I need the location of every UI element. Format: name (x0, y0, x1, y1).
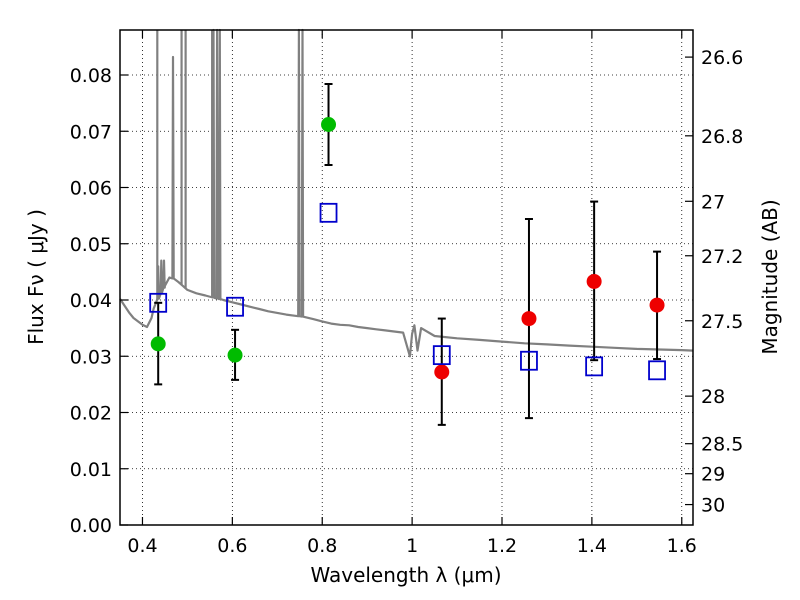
y2-tick-label: 28.5 (701, 434, 743, 456)
data-point (586, 273, 602, 289)
data-point (227, 347, 243, 363)
y2-axis-label: Magnitude (AB) (758, 199, 782, 354)
plot-frame (119, 29, 694, 526)
x-tick-label: 0.8 (307, 535, 337, 557)
y2-tick-label: 26.6 (701, 47, 743, 69)
axis-ticks: 0.4 0.6 0.8 1 1.2 1.4 1.6 0.00 0.01 0.02 0.03 0.04 0… (70, 30, 743, 557)
data-point (321, 117, 337, 132)
y-tick-label: 0.04 (70, 290, 112, 312)
y2-tick-label: 27.5 (701, 311, 743, 333)
model-point (648, 360, 666, 381)
model-point (585, 356, 604, 377)
y-tick-label: 0.02 (70, 403, 112, 425)
model-point (319, 202, 338, 223)
x-axis-label: Wavelength λ (μm) (310, 563, 501, 587)
y-tick-label: 0.07 (70, 121, 112, 143)
grid (120, 30, 693, 526)
y-tick-label: 0.00 (70, 515, 112, 537)
spectrum-line (119, 28, 694, 358)
y-tick-label: 0.01 (70, 459, 112, 481)
y2-tick-label: 27.2 (701, 246, 743, 268)
x-tick-label: 1.6 (667, 535, 697, 557)
y2-tick-label: 27 (701, 191, 725, 213)
spectrum (119, 28, 694, 358)
model-point (520, 350, 538, 371)
x-tick-label: 1.2 (487, 535, 517, 557)
y2-tick-label: 29 (701, 464, 725, 486)
model-point (226, 296, 244, 317)
data-markers (149, 117, 666, 381)
data-point (434, 364, 450, 380)
data-point (150, 336, 166, 352)
y-tick-label: 0.08 (70, 65, 112, 87)
model-point (432, 345, 451, 366)
y-tick-label: 0.06 (70, 178, 112, 200)
data-point (649, 297, 665, 313)
y2-tick-label: 30 (701, 495, 725, 517)
x-tick-label: 1 (406, 535, 418, 557)
y-axis-label: Flux Fν ( μJy ) (24, 209, 48, 345)
y2-tick-label: 26.8 (701, 126, 743, 148)
y-tick-label: 0.03 (70, 346, 112, 368)
data-point (521, 311, 537, 327)
y2-tick-label: 28 (701, 386, 725, 408)
y-tick-label: 0.05 (70, 234, 112, 256)
model-point (149, 292, 168, 313)
x-tick-label: 0.6 (217, 535, 247, 557)
x-tick-label: 1.4 (577, 535, 607, 557)
x-tick-label: 0.4 (127, 535, 157, 557)
